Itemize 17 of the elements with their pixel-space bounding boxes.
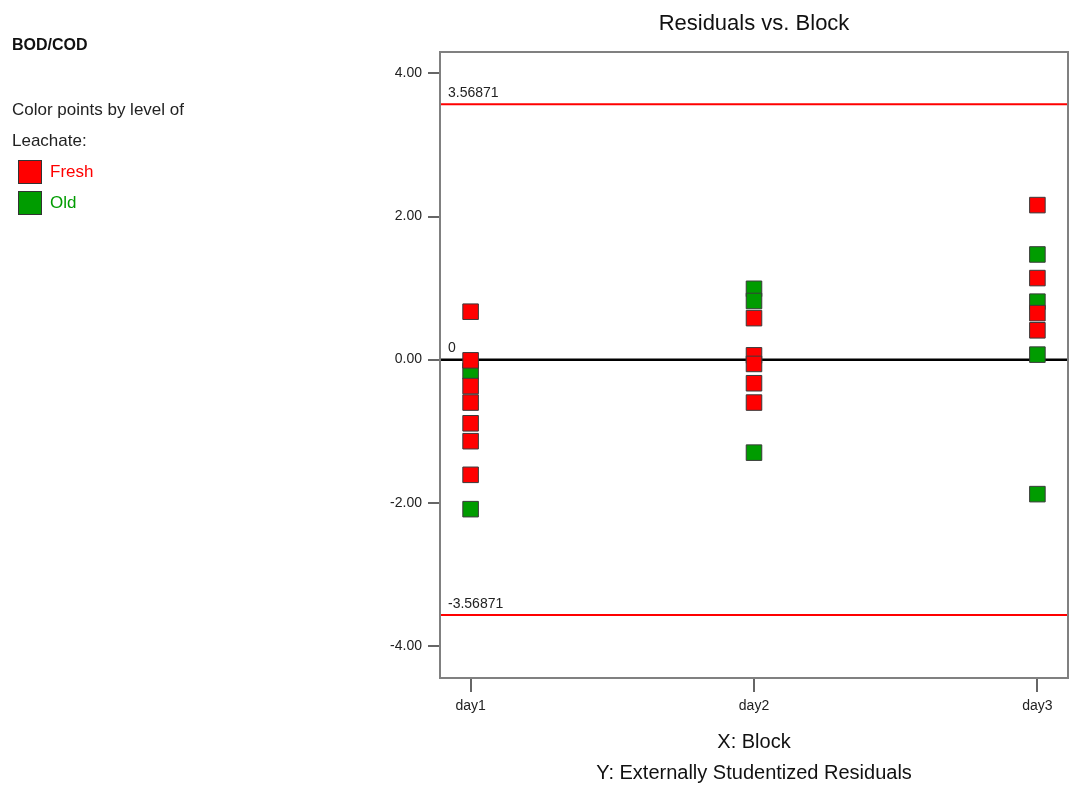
legend-label: Old — [50, 192, 77, 213]
x-axis-title: X: Block Y: Externally Studentized Residuals — [596, 729, 912, 783]
y-tick-label: 4.00 — [394, 64, 423, 81]
y-tick-label: 2.00 — [394, 207, 423, 224]
ref-line-label: -3.56871 — [448, 594, 504, 611]
y-tick-label: -4.00 — [390, 636, 423, 653]
x-tick-label: day1 — [455, 697, 486, 714]
ref-line-label: 0 — [448, 339, 456, 356]
y-tick-label: 0.00 — [394, 350, 423, 367]
x-tick-label: day3 — [1022, 697, 1053, 714]
y-tick-label: -2.00 — [390, 493, 423, 510]
text: BOD/COD — [12, 36, 88, 54]
x-tick-label: day2 — [738, 697, 770, 714]
legend-title: Color points by level of Leachate: — [12, 99, 185, 152]
chart-title: Residuals vs. Block — [658, 10, 851, 36]
ref-line-label: 3.56871 — [448, 84, 499, 101]
legend-label: Fresh — [50, 161, 94, 182]
